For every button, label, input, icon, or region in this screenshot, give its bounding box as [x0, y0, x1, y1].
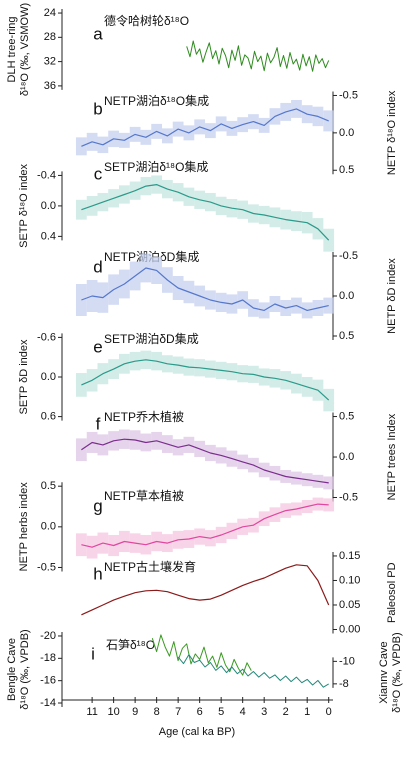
- panel-letter: d: [93, 257, 102, 276]
- x-tick-label: 11: [86, 706, 97, 718]
- data-line: [81, 267, 329, 311]
- y-tick-label: -0.6: [37, 331, 56, 343]
- y-tick-label: 0.5: [339, 164, 354, 176]
- panel-title: NETP草本植被: [104, 488, 184, 503]
- y-tick-label: 0.0: [41, 521, 56, 533]
- data-line: [151, 634, 252, 676]
- error-band: [75, 199, 87, 220]
- panel-title: SETP湖泊δD集成: [104, 331, 199, 346]
- y-tick-label: -18: [40, 652, 56, 664]
- data-line: [81, 184, 330, 241]
- y-tick-label: -8: [339, 678, 349, 690]
- error-band: [75, 284, 87, 316]
- y-tick-label: -0.5: [339, 491, 358, 503]
- panel-title: NETP古土壤发育: [104, 559, 196, 574]
- x-tick-label: 4: [240, 706, 246, 718]
- y-axis-label: NETP trees Index: [386, 413, 398, 500]
- y-tick-label: 0.10: [339, 574, 360, 586]
- y-axis-label: NETP δD index: [386, 258, 398, 334]
- panel-title: NETP乔木植被: [104, 409, 184, 424]
- y-axis-label: Paleosol PD: [386, 562, 398, 623]
- error-band: [75, 373, 87, 397]
- x-tick-label: 10: [107, 706, 119, 718]
- y-axis-label: Bengle Cave: [6, 638, 18, 701]
- y-tick-label: -16: [40, 675, 56, 687]
- data-line: [177, 654, 329, 688]
- y-axis-label: Xiannv Cave: [378, 641, 390, 703]
- y-axis-label: δ¹⁸O (‰, VPDB): [19, 629, 31, 709]
- y-tick-label: 0.0: [339, 290, 354, 302]
- panel-letter: i: [91, 644, 95, 663]
- y-tick-label: 0.5: [339, 330, 354, 342]
- y-axis-label: δ¹⁸O (‰, VSMOW): [19, 3, 31, 96]
- x-tick-label: 2: [283, 706, 289, 718]
- panel-title: 德令哈树轮δ¹⁸O: [104, 13, 189, 28]
- y-tick-label: -0.5: [339, 250, 358, 262]
- y-tick-label: 0.4: [41, 230, 56, 242]
- data-line: [81, 438, 329, 484]
- y-tick-label: 36: [44, 80, 56, 92]
- x-tick-label: 6: [197, 706, 203, 718]
- x-tick-label: 3: [261, 706, 267, 718]
- panel-title: SETP湖泊δ¹⁸O集成: [104, 159, 208, 174]
- panel-title: NETP湖泊δD集成: [104, 249, 199, 264]
- y-tick-label: 0.00: [339, 623, 360, 635]
- y-axis-label: SETP δD index: [18, 339, 30, 415]
- error-band: [75, 533, 87, 557]
- y-axis-label: SETP δ¹⁸O index: [18, 163, 30, 247]
- x-tick-label: 9: [132, 706, 138, 718]
- y-tick-label: 28: [44, 31, 56, 43]
- panel-letter: b: [93, 99, 102, 118]
- y-tick-label: -0.4: [37, 169, 56, 181]
- data-line: [81, 503, 329, 548]
- y-tick-label: 0.0: [41, 371, 56, 383]
- data-line: [81, 564, 330, 616]
- x-tick-label: 5: [218, 706, 224, 718]
- y-tick-label: -14: [40, 697, 56, 709]
- data-line: [81, 359, 330, 401]
- x-tick-label: 8: [154, 706, 160, 718]
- error-band: [75, 137, 87, 156]
- y-axis-label: DLH tree-ring: [6, 16, 18, 82]
- y-tick-label: 24: [44, 7, 56, 19]
- y-tick-label: 32: [44, 56, 56, 68]
- y-axis-label: δ¹⁸O (‰, VPDB): [391, 632, 403, 712]
- data-line: [81, 108, 329, 147]
- x-tick-label: 7: [175, 706, 181, 718]
- x-axis-label: Age (cal ka BP): [159, 726, 235, 738]
- y-tick-label: 0.5: [339, 410, 354, 422]
- y-tick-label: -20: [40, 630, 56, 642]
- error-band: [75, 438, 87, 462]
- y-tick-label: 0.0: [339, 451, 354, 463]
- panel-title: 石笋δ¹⁸O: [106, 637, 155, 652]
- panel-letter: g: [93, 496, 102, 515]
- y-axis-label: NETP δ¹⁸O index: [386, 90, 398, 175]
- error-band: [323, 476, 335, 490]
- panel-letter: f: [96, 414, 101, 433]
- y-tick-label: 0.15: [339, 550, 360, 562]
- x-tick-label: 0: [326, 706, 332, 718]
- y-tick-label: -10: [339, 655, 355, 667]
- panel-letter: e: [93, 337, 102, 356]
- data-line: [186, 40, 330, 72]
- panel-letter: h: [93, 564, 102, 583]
- panel-title: NETP湖泊δ¹⁸O集成: [104, 93, 209, 108]
- y-tick-label: 0.0: [339, 127, 354, 139]
- y-tick-label: 0.5: [41, 480, 56, 492]
- x-tick-label: 1: [304, 706, 310, 718]
- y-tick-label: -0.5: [339, 89, 358, 101]
- y-tick-label: 0.05: [339, 599, 360, 611]
- y-tick-label: 0.6: [41, 411, 56, 423]
- panel-letter: a: [93, 24, 103, 43]
- panel-letter: c: [94, 164, 103, 183]
- y-tick-label: -0.5: [37, 561, 56, 573]
- y-tick-label: 0.0: [41, 200, 56, 212]
- y-axis-label: NETP herbs index: [18, 482, 30, 572]
